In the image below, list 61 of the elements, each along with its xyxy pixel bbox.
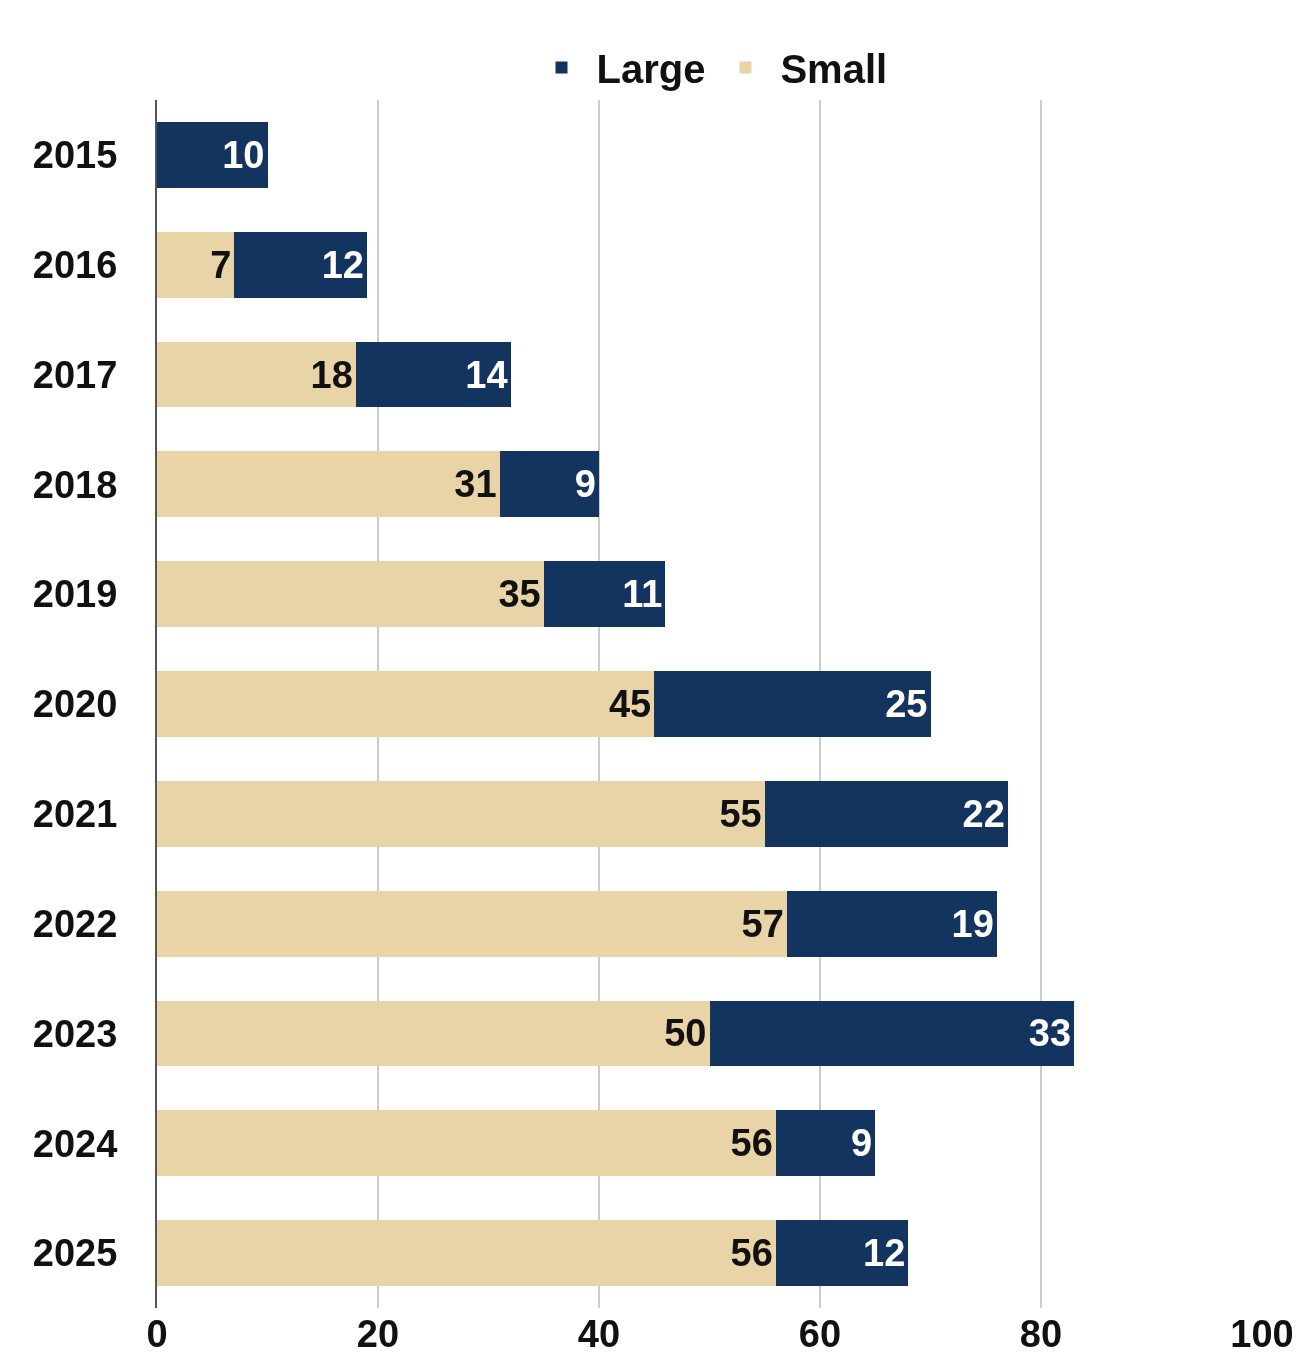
data-label: 35 (498, 573, 541, 616)
legend-label: Large (596, 47, 706, 92)
y-tick-label: 2019 (32, 573, 118, 616)
data-label: 25 (885, 683, 928, 725)
x-tick-label: 100 (1230, 1313, 1294, 1355)
y-tick-label: 2025 (32, 1232, 118, 1275)
bar (764, 780, 1008, 847)
x-tick-label: 20 (356, 1313, 400, 1355)
data-label: 57 (741, 902, 784, 945)
y-tick-label: 2016 (32, 244, 118, 287)
bar (775, 1220, 909, 1287)
data-label: 18 (310, 353, 353, 396)
data-label: 19 (951, 902, 994, 945)
x-tick-label: 60 (798, 1313, 842, 1355)
y-tick-label: 2022 (32, 902, 118, 945)
bar (499, 451, 599, 518)
data-label: 7 (210, 243, 232, 286)
data-label: 14 (465, 353, 508, 396)
data-label: 56 (730, 1122, 773, 1165)
x-tick-label: 0 (146, 1313, 168, 1355)
bar (157, 1000, 710, 1067)
bar (709, 1000, 1075, 1067)
data-label: 12 (321, 243, 364, 286)
data-label: 55 (719, 792, 762, 835)
y-tick-label: 2015 (32, 134, 118, 177)
y-tick-label: 2018 (32, 463, 118, 506)
x-tick-label: 40 (577, 1313, 621, 1355)
data-label: 31 (454, 463, 497, 506)
y-tick-label: 2021 (32, 793, 118, 836)
data-label: 9 (851, 1122, 873, 1165)
data-label: 22 (962, 792, 1005, 835)
bar (654, 671, 931, 737)
data-label: 9 (574, 463, 596, 506)
x-tick-label: 80 (1019, 1313, 1063, 1355)
data-label: 45 (608, 683, 652, 725)
y-tick-label: 2017 (32, 353, 118, 396)
legend-label: Small (780, 47, 888, 92)
data-label: 50 (664, 1012, 707, 1055)
data-label: 11 (622, 573, 663, 616)
y-tick-label: 2024 (32, 1122, 118, 1165)
bar (157, 451, 500, 518)
bar (234, 231, 367, 298)
bar (157, 1220, 776, 1287)
data-label: 33 (1028, 1012, 1072, 1055)
bar (775, 1110, 876, 1177)
bar (786, 890, 997, 957)
bar (543, 561, 666, 628)
bar (157, 231, 235, 298)
data-label: 56 (730, 1232, 773, 1275)
bar (157, 1110, 776, 1177)
bar (157, 890, 787, 957)
bar (157, 561, 544, 628)
bar (157, 341, 356, 408)
data-label: 12 (863, 1232, 906, 1275)
data-label: 10 (222, 133, 265, 176)
bar (355, 341, 511, 408)
bar (157, 780, 765, 847)
bar (157, 121, 268, 188)
bar (157, 671, 655, 737)
y-tick-label: 2020 (32, 683, 118, 726)
y-tick-label: 2023 (32, 1012, 118, 1055)
